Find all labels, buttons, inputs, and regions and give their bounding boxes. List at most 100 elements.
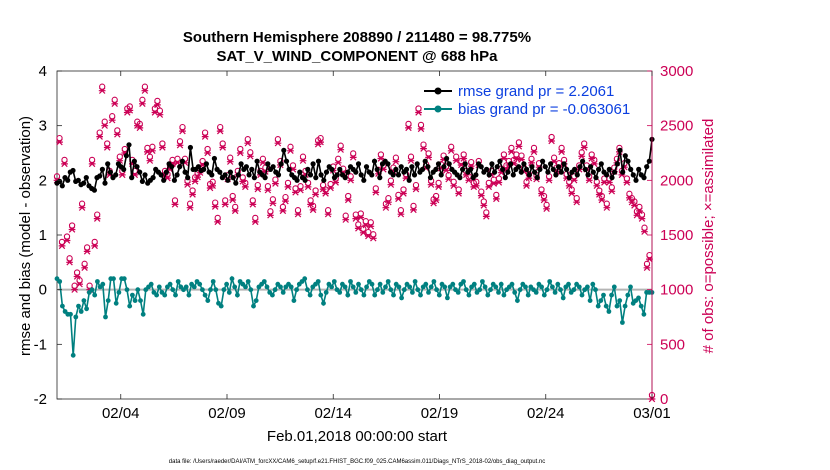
obs-possible-marker [435,179,442,187]
obs-possible-marker [219,140,226,147]
rmse-point [99,166,105,172]
bias-point [156,284,162,290]
obs-assimilated-marker [337,146,345,153]
bias-point [622,303,628,309]
y-right-tick-label: 500 [660,336,685,353]
bias-point [463,287,469,293]
obs-possible-marker [114,127,121,134]
obs-possible-marker [78,200,86,207]
rmse-point [441,164,447,170]
obs-assimilated-marker [565,182,573,190]
obs-possible-marker [397,207,405,214]
obs-possible-marker [259,155,267,162]
obs-possible-marker [420,141,427,148]
obs-assimilated-marker [108,116,116,124]
bias-point [509,281,515,287]
rmse-point [310,161,316,167]
bias-point [571,287,577,293]
rmse-point [630,172,636,178]
obs-assimilated-marker [515,143,523,150]
obs-possible-marker [151,105,159,112]
rmse-point [342,175,348,181]
bias-point [224,281,230,287]
bias-point [471,281,477,287]
obs-possible-marker [407,153,415,160]
rmse-point [163,169,169,175]
obs-possible-marker [289,162,297,169]
obs-assimilated-marker [445,175,452,183]
bias-point [138,298,143,303]
bias-point [485,292,491,298]
obs-possible-marker [294,207,302,214]
bias-point [579,292,585,298]
x-tick-label: 02/19 [421,405,459,422]
rmse-point [75,177,81,183]
obs-assimilated-marker [156,111,164,118]
rmse-point [542,164,548,170]
rmse-point [446,161,452,167]
bias-point [353,290,359,295]
rmse-point [355,161,362,167]
rmse-point [622,153,628,159]
rmse-point [460,166,466,172]
obs-assimilated-marker [189,191,196,198]
obs-possible-marker [483,209,490,216]
obs-assimilated-marker [400,190,407,197]
obs-assimilated-marker [279,207,287,215]
obs-possible-marker [146,153,154,160]
rmse-point [548,161,554,167]
bias-point [377,281,383,287]
bias-point [113,300,119,306]
obs-possible-marker [304,179,312,187]
bias-point [525,292,531,298]
obs-possible-marker [581,140,588,147]
y-axis-left: -2 -1 0 1 2 3 4 [34,63,62,408]
rmse-point [361,177,367,183]
bias-point [291,298,297,303]
x-tick-label: 02/09 [208,405,246,422]
rmse-point [385,161,391,167]
rmse-point [270,164,276,170]
obs-possible-marker [410,202,417,210]
obs-assimilated-marker [81,264,88,272]
rmse-point [510,172,516,178]
bias-point [121,276,127,282]
bias-point [124,287,130,293]
obs-assimilated-marker [432,196,440,204]
obs-possible-marker [186,200,194,207]
bias-point [245,279,251,284]
obs-assimilated-marker [638,215,646,222]
obs-assimilated-marker [357,214,365,221]
obs-assimilated-marker [194,173,201,181]
obs-possible-marker [638,211,646,218]
obs-assimilated-marker [101,122,109,129]
rmse-point [529,164,535,170]
rmse-point [593,175,599,181]
obs-possible-marker [116,153,123,160]
obs-possible-marker [312,187,319,194]
rmse-point [363,164,370,170]
rmse-point [337,166,343,172]
rmse-point [537,166,543,172]
rmse-point [321,177,327,183]
bias-series [54,275,655,358]
bias-point [636,295,641,301]
obs-assimilated-marker [76,280,83,288]
rmse-point [393,166,399,172]
bias-point [105,298,111,303]
bias-point [418,292,423,298]
bias-point [601,292,606,298]
rmse-point [644,164,650,170]
obs-assimilated-marker [608,188,616,195]
obs-assimilated-marker [236,149,244,157]
obs-possible-marker [347,173,354,180]
bias-point [544,287,550,293]
bias-point [541,292,547,298]
rmse-point [612,169,618,175]
rmse-point [411,172,418,178]
obs-assimilated-marker [264,186,272,194]
rmse-point [113,172,119,178]
obs-possible-marker [96,129,103,136]
plot-area [56,70,653,400]
obs-possible-marker [156,107,164,114]
